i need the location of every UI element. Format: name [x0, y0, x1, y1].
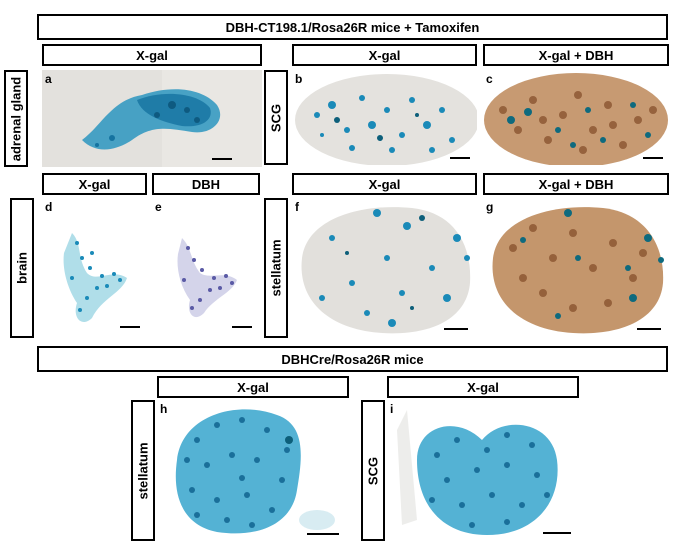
top-title: DBH-CT198.1/Rosa26R mice + Tamoxifen: [37, 14, 668, 40]
scale-bar-b: [450, 157, 470, 159]
header-a: X-gal: [42, 44, 262, 66]
panel-letter-c: c: [486, 72, 493, 86]
panel-i-image: [387, 400, 579, 541]
panel-letter-h: h: [160, 402, 168, 416]
panel-h-stellatum-xgal: h: [157, 400, 349, 541]
header-i: X-gal: [387, 376, 579, 398]
panel-b-scg-xgal: b: [292, 70, 477, 165]
panel-letter-b: b: [295, 72, 303, 86]
panel-h-image: [157, 400, 349, 541]
row-label-stellatum: stellatum: [264, 198, 288, 338]
scale-bar-c: [643, 157, 663, 159]
panel-e-brain-dbh: e: [152, 198, 260, 338]
scale-bar-i: [543, 532, 571, 534]
panel-f-image: [292, 198, 477, 338]
header-f: X-gal: [292, 173, 477, 195]
panel-a-adrenal-xgal: a: [42, 70, 262, 167]
header-h: X-gal: [157, 376, 349, 398]
bottom-title: DBHCre/Rosa26R mice: [37, 346, 668, 372]
panel-d-brain-xgal: d: [42, 198, 147, 338]
header-d: X-gal: [42, 173, 147, 195]
row-label-adrenal: adrenal gland: [4, 70, 28, 167]
top-title-text: DBH-CT198.1/Rosa26R mice + Tamoxifen: [225, 19, 480, 35]
panel-i-scg-xgal: i: [387, 400, 579, 541]
panel-d-image: [42, 198, 147, 338]
panel-letter-i: i: [390, 402, 394, 416]
row-label-brain: brain: [10, 198, 34, 338]
scale-bar-f: [444, 328, 468, 330]
row-label-stellatum-h: stellatum: [131, 400, 155, 541]
panel-letter-d: d: [45, 200, 53, 214]
panel-c-scg-xgal-dbh: c: [483, 70, 669, 165]
scale-bar-e: [232, 326, 252, 328]
scale-bar-g: [637, 328, 661, 330]
panel-c-image: [483, 70, 669, 165]
panel-g-stellatum-xgal-dbh: g: [483, 198, 669, 338]
panel-letter-a: a: [45, 72, 52, 86]
panel-letter-g: g: [486, 200, 494, 214]
panel-a-image: [42, 70, 262, 167]
panel-g-image: [483, 198, 669, 338]
header-b: X-gal: [292, 44, 477, 66]
header-c: X-gal + DBH: [483, 44, 669, 66]
scale-bar-h: [307, 533, 339, 535]
panel-e-image: [152, 198, 260, 338]
panel-letter-e: e: [155, 200, 162, 214]
scale-bar-d: [120, 326, 140, 328]
row-label-scg-i: SCG: [361, 400, 385, 541]
header-g: X-gal + DBH: [483, 173, 669, 195]
panel-letter-f: f: [295, 200, 299, 214]
panel-f-stellatum-xgal: f: [292, 198, 477, 338]
row-label-scg: SCG: [264, 70, 288, 165]
bottom-title-text: DBHCre/Rosa26R mice: [281, 351, 424, 367]
scale-bar-a: [212, 158, 232, 160]
header-e: DBH: [152, 173, 260, 195]
panel-b-image: [292, 70, 477, 165]
